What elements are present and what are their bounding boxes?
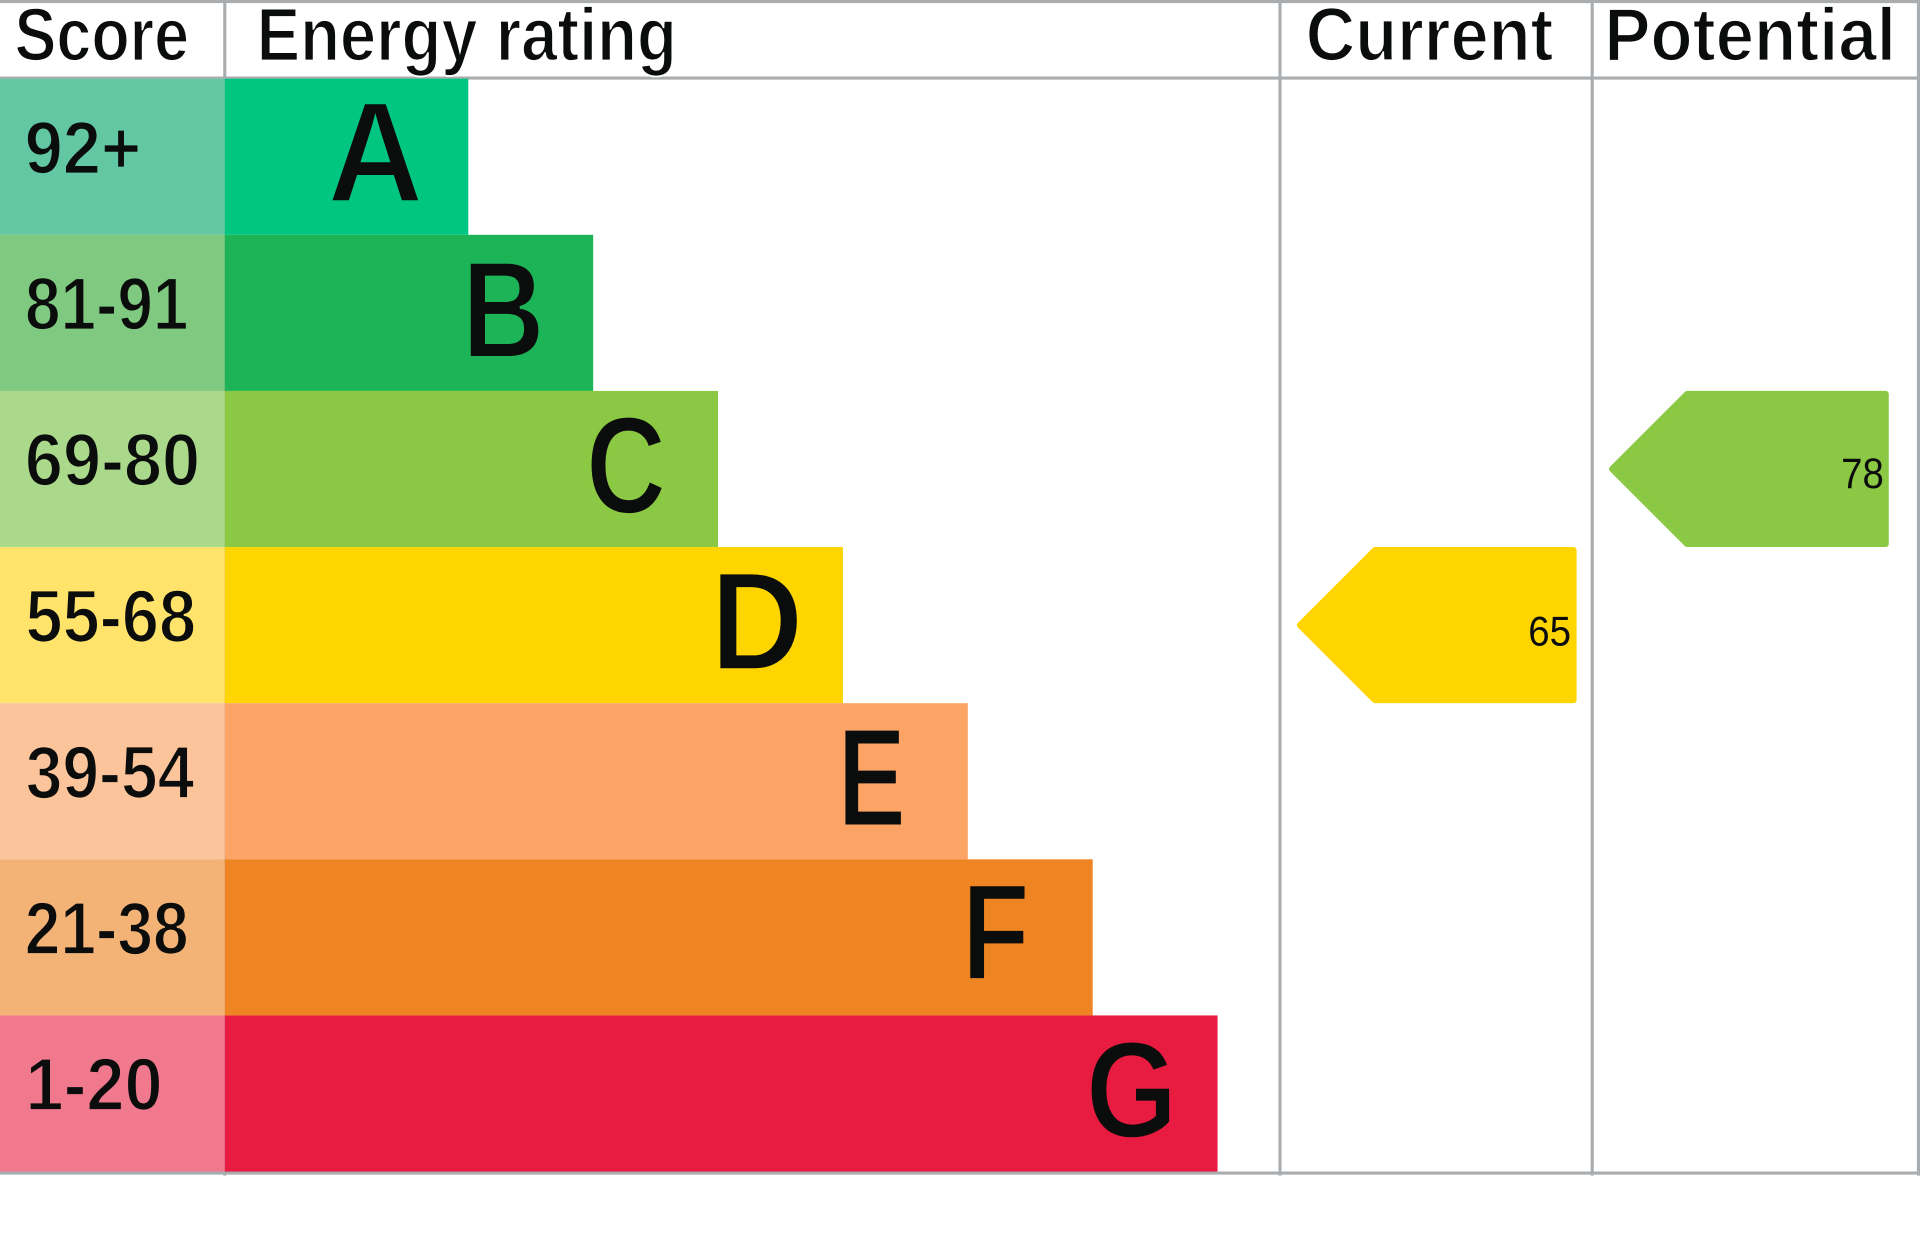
svg-text:81-91: 81-91 bbox=[25, 263, 188, 346]
svg-text:55-68: 55-68 bbox=[25, 575, 196, 658]
svg-text:Potential: Potential bbox=[1604, 0, 1896, 78]
svg-text:Current: Current bbox=[1306, 0, 1554, 78]
svg-text:39-54: 39-54 bbox=[26, 731, 195, 814]
svg-text:78: 78 bbox=[1841, 450, 1884, 497]
svg-text:21-38: 21-38 bbox=[25, 887, 189, 970]
svg-text:Energy rating: Energy rating bbox=[257, 0, 677, 78]
svg-text:F: F bbox=[962, 856, 1030, 1010]
svg-text:E: E bbox=[838, 699, 906, 856]
svg-text:A: A bbox=[327, 73, 423, 233]
svg-text:B: B bbox=[462, 233, 545, 387]
svg-text:C: C bbox=[586, 388, 666, 543]
svg-text:92+: 92+ bbox=[25, 106, 142, 189]
svg-text:69-80: 69-80 bbox=[25, 419, 200, 502]
svg-text:65: 65 bbox=[1528, 607, 1571, 654]
svg-text:G: G bbox=[1086, 1013, 1178, 1167]
svg-text:Score: Score bbox=[15, 0, 190, 78]
svg-text:D: D bbox=[710, 543, 803, 700]
svg-text:1-20: 1-20 bbox=[26, 1043, 163, 1126]
